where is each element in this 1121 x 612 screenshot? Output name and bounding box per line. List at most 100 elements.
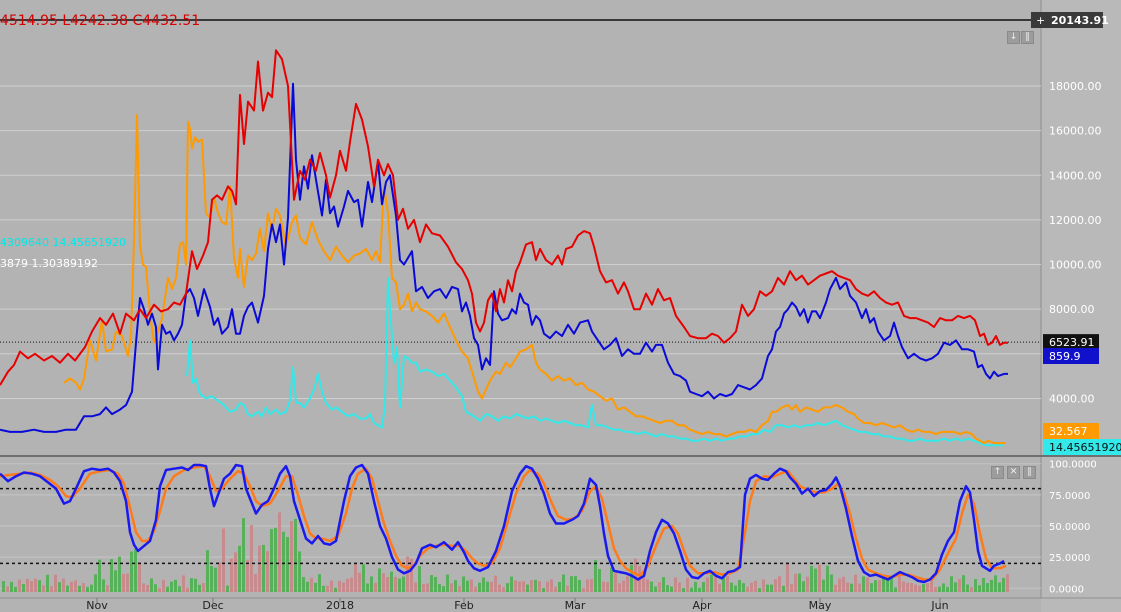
volume-bar xyxy=(458,586,461,592)
volume-bar xyxy=(34,578,37,592)
volume-bar xyxy=(302,577,305,592)
volume-bar xyxy=(94,574,97,592)
volume-bar xyxy=(946,586,949,592)
volume-bar xyxy=(254,573,257,592)
volume-bar xyxy=(2,581,5,592)
volume-bar xyxy=(110,559,113,592)
volume-bar xyxy=(898,574,901,592)
volume-bar xyxy=(194,578,197,592)
up-icon[interactable]: ↑ xyxy=(991,466,1004,479)
volume-bar xyxy=(106,585,109,592)
volume-bar xyxy=(498,584,501,592)
volume-bar xyxy=(666,585,669,592)
volume-bar xyxy=(726,575,729,592)
volume-bar xyxy=(346,578,349,592)
volume-bar xyxy=(558,581,561,592)
blue-price-badge-label: 859.9 xyxy=(1049,350,1081,363)
volume-bar xyxy=(18,579,21,592)
max-price-badge: +20143.91 xyxy=(1031,12,1109,28)
pause-icon[interactable]: ‖ xyxy=(1021,31,1034,44)
volume-bar xyxy=(930,578,933,592)
volume-bar xyxy=(878,580,881,592)
volume-bar xyxy=(174,579,177,592)
volume-bar xyxy=(386,577,389,592)
volume-bar xyxy=(514,580,517,592)
x-tick-label: Nov xyxy=(86,599,108,612)
volume-bar xyxy=(262,544,265,592)
volume-bar xyxy=(762,579,765,592)
plus-icon[interactable]: + xyxy=(1036,14,1045,27)
x-tick-label: Feb xyxy=(454,599,473,612)
volume-bar xyxy=(118,556,121,592)
volume-bar xyxy=(770,584,773,592)
price-axis-panel xyxy=(1041,0,1121,612)
volume-bar xyxy=(502,587,505,592)
volume-bar xyxy=(546,581,549,592)
volume-bar xyxy=(530,580,533,592)
volume-bar xyxy=(138,562,141,592)
volume-bar xyxy=(954,582,957,592)
pause-icon[interactable]: ‖ xyxy=(1023,466,1036,479)
volume-bar xyxy=(826,565,829,592)
volume-bar xyxy=(430,575,433,592)
volume-bar xyxy=(738,579,741,592)
volume-bar xyxy=(410,558,413,592)
volume-bar xyxy=(702,581,705,592)
orange-price-badge-label: 32.567 xyxy=(1049,425,1088,438)
blue-series-line xyxy=(0,82,1008,433)
legend-line-cyan: 4309640 14.45651920 xyxy=(0,236,126,249)
volume-bar xyxy=(318,574,321,592)
volume-bar xyxy=(870,583,873,592)
volume-bar xyxy=(10,581,13,592)
volume-bar xyxy=(446,574,449,592)
volume-bar xyxy=(958,579,961,592)
volume-bar xyxy=(934,587,937,592)
volume-bar xyxy=(850,583,853,592)
x-tick-label: Apr xyxy=(692,599,712,612)
ohlc-readout: 4514.95 L4242.38 C4432.51 xyxy=(0,13,201,29)
download-icon[interactable]: ↓ xyxy=(1007,31,1020,44)
volume-bar xyxy=(290,521,293,592)
volume-bar xyxy=(454,580,457,592)
y-tick-label: 12000.00 xyxy=(1049,214,1102,227)
volume-bar xyxy=(114,570,117,592)
volume-bar xyxy=(86,586,89,592)
volume-bar xyxy=(678,582,681,592)
osc-tick-label: 75.0000 xyxy=(1049,491,1090,502)
volume-bar xyxy=(382,573,385,592)
volume-bar xyxy=(298,551,301,592)
volume-bar xyxy=(218,562,221,592)
volume-bar xyxy=(150,578,153,592)
volume-bar xyxy=(734,585,737,592)
volume-bar xyxy=(402,576,405,592)
volume-bar xyxy=(242,518,245,592)
volume-bar xyxy=(426,583,429,592)
volume-bar xyxy=(146,584,149,592)
volume-bar xyxy=(750,582,753,592)
volume-bar xyxy=(70,581,73,592)
volume-bar xyxy=(782,585,785,592)
volume-bar xyxy=(210,566,213,592)
volume-bar xyxy=(162,579,165,592)
volume-bar xyxy=(718,583,721,592)
orange-series-line xyxy=(63,114,1006,445)
volume-bar xyxy=(78,585,81,592)
volume-bar xyxy=(926,583,929,592)
red-price-badge: 6523.91 xyxy=(1043,334,1099,351)
volume-bar xyxy=(366,583,369,592)
volume-bar xyxy=(810,565,813,592)
red-price-badge-label: 6523.91 xyxy=(1049,336,1095,349)
volume-bar xyxy=(6,586,9,592)
y-tick-label: 14000.00 xyxy=(1049,169,1102,182)
close-icon[interactable]: ✕ xyxy=(1007,466,1020,479)
x-tick-label: Dec xyxy=(202,599,223,612)
volume-bar xyxy=(690,587,693,592)
volume-bar xyxy=(258,545,261,592)
volume-bar xyxy=(74,580,77,592)
volume-bar xyxy=(942,583,945,592)
x-tick-label: Jun xyxy=(930,599,948,612)
volume-bar xyxy=(866,577,869,592)
volume-bar xyxy=(14,586,17,592)
volume-bar xyxy=(874,580,877,592)
